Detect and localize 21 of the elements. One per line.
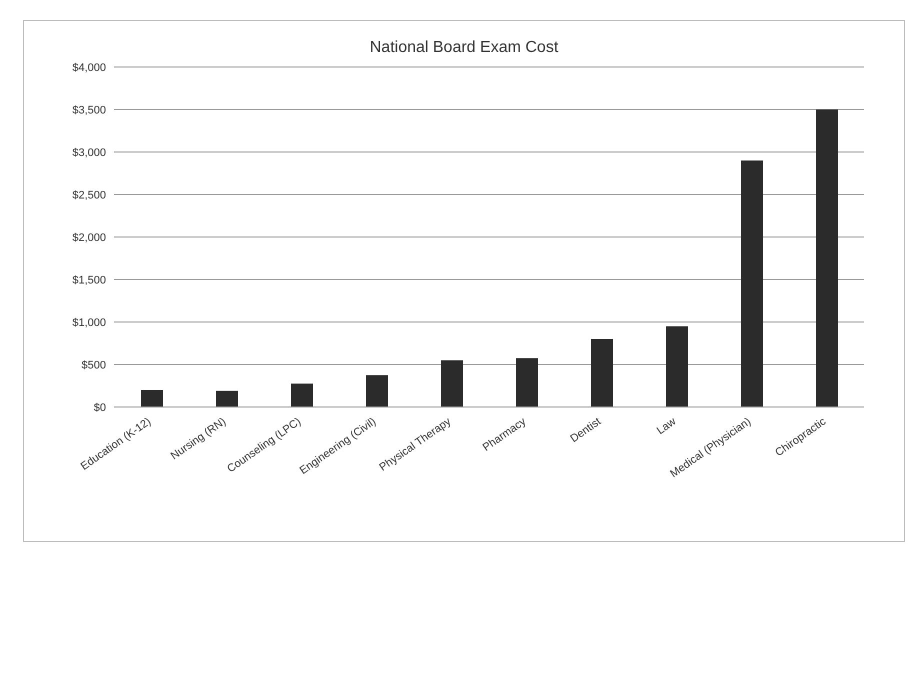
y-tick-label: $1,000 xyxy=(72,316,106,329)
y-tick-label: $0 xyxy=(94,402,106,414)
y-tick-label: $2,500 xyxy=(72,189,106,202)
bar xyxy=(216,390,238,407)
y-tick-label: $4,000 xyxy=(72,62,106,74)
y-tick-label: $3,500 xyxy=(72,104,106,116)
bar xyxy=(366,375,388,407)
bar xyxy=(516,358,538,407)
bar xyxy=(816,110,838,407)
bar xyxy=(741,160,763,407)
bar xyxy=(591,339,613,407)
bar xyxy=(141,390,163,407)
bar xyxy=(291,384,313,407)
chart-title: National Board Exam Cost xyxy=(368,38,560,57)
x-tick-label: Law xyxy=(654,416,678,438)
y-tick-label: $1,500 xyxy=(72,274,106,286)
bar xyxy=(441,360,463,407)
y-tick-label: $500 xyxy=(82,359,106,372)
y-tick-label: $3,000 xyxy=(72,146,106,159)
bar xyxy=(666,326,688,407)
y-tick-label: $2,000 xyxy=(72,232,106,244)
